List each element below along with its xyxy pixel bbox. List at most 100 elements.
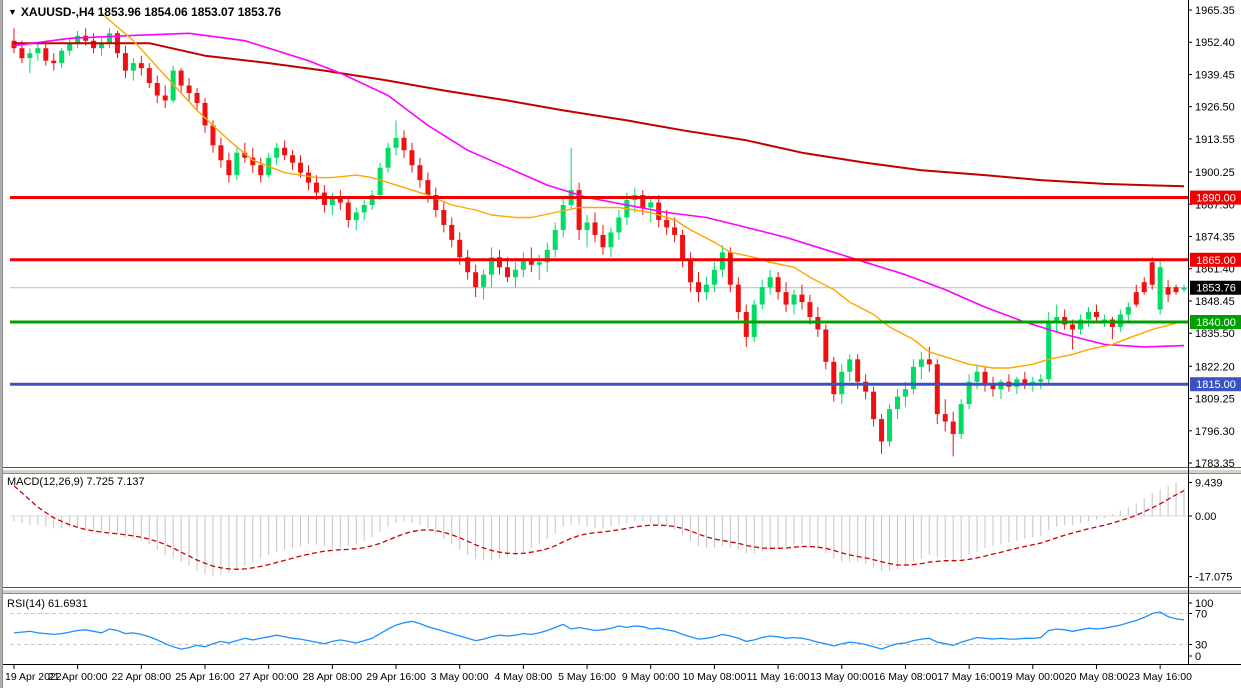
- candle-down: [409, 150, 415, 166]
- candle-up: [847, 359, 853, 372]
- macd-signal-line: [13, 485, 1185, 570]
- panel-splitter[interactable]: [2, 589, 1241, 594]
- candle-down: [807, 302, 813, 318]
- candle-down: [934, 364, 940, 415]
- candle-down: [226, 160, 232, 176]
- candle-up: [170, 70, 176, 101]
- candle-down: [11, 40, 17, 49]
- candle-up: [27, 53, 33, 59]
- time-label: 4 May 08:00: [494, 671, 552, 683]
- candle-up: [1078, 319, 1084, 330]
- candle-down: [298, 162, 304, 173]
- candle-down: [990, 384, 996, 390]
- price-tick-label: 1913.55: [1195, 134, 1235, 146]
- candle-up: [106, 33, 112, 44]
- candle-down: [576, 190, 582, 230]
- candle-down: [592, 222, 598, 235]
- candle-down: [982, 371, 988, 385]
- macd-panel-plot[interactable]: [10, 474, 1188, 588]
- candle-up: [560, 205, 566, 230]
- candle-down: [122, 53, 128, 71]
- candle-down: [91, 40, 97, 49]
- candle-down: [194, 93, 200, 103]
- candle-down: [146, 68, 152, 84]
- candle-up: [489, 257, 495, 275]
- candle-down: [1070, 324, 1076, 330]
- candle-down: [688, 259, 694, 283]
- candle-down: [441, 209, 447, 225]
- candle-down: [1133, 292, 1139, 305]
- candle-up: [481, 274, 487, 288]
- candle-down: [735, 284, 741, 313]
- candle-down: [640, 195, 646, 208]
- candle-down: [855, 359, 861, 382]
- candle-down: [672, 227, 678, 235]
- candle-up: [703, 284, 709, 293]
- candle-up: [369, 195, 375, 206]
- candle-up: [329, 197, 335, 206]
- candle-down: [528, 259, 534, 265]
- candle-up: [1125, 307, 1131, 315]
- candle-down: [831, 361, 837, 395]
- macd-indicator-label: MACD(12,26,9) 7.725 7.137: [7, 476, 145, 488]
- candle-down: [664, 219, 670, 228]
- candle-up: [130, 63, 136, 71]
- price-tick-label: 1835.50: [1195, 328, 1235, 340]
- candle-down: [162, 95, 168, 101]
- candle-down: [942, 414, 948, 422]
- panel-splitter[interactable]: [2, 469, 1241, 474]
- candle-up: [1046, 321, 1052, 380]
- candle-down: [305, 172, 311, 183]
- current-price-tag: [1190, 280, 1241, 295]
- candle-up: [377, 167, 383, 196]
- candle-up: [393, 137, 399, 148]
- candle-down: [600, 234, 606, 248]
- price-tag-1840.00-text: 1840.00: [1196, 317, 1236, 329]
- candle-up: [520, 259, 526, 270]
- time-label: 3 May 00:00: [431, 671, 489, 683]
- candle-down: [186, 85, 192, 94]
- main-chart-plot[interactable]: [10, 2, 1188, 467]
- candle-up: [918, 359, 924, 367]
- time-label: 16 May 08:00: [874, 671, 938, 683]
- price-tag-1890.00: [1190, 190, 1241, 205]
- time-label: 25 Apr 16:00: [175, 671, 235, 683]
- candle-down: [138, 63, 144, 69]
- candle-up: [894, 396, 900, 410]
- candle-down: [926, 359, 932, 365]
- candle-up: [59, 50, 65, 64]
- candle-up: [1086, 312, 1092, 320]
- candle-down: [433, 195, 439, 210]
- candle-up: [759, 287, 765, 305]
- candle-up: [791, 294, 797, 305]
- candle-down: [1165, 287, 1171, 295]
- candle-down: [871, 391, 877, 420]
- symbol-dropdown-icon[interactable]: ▼: [8, 7, 17, 17]
- candle-up: [902, 389, 908, 397]
- candle-up: [711, 269, 717, 285]
- candle-up: [958, 404, 964, 435]
- macd-tick-label: 0.00: [1195, 511, 1216, 523]
- candle-up: [35, 48, 41, 54]
- candle-up: [910, 366, 916, 390]
- time-label: 10 May 08:00: [683, 671, 747, 683]
- candle-down: [680, 234, 686, 260]
- candle-up: [67, 43, 73, 51]
- rsi-tick-label: 0: [1195, 651, 1201, 663]
- price-tick-label: 1874.35: [1195, 232, 1235, 244]
- candle-up: [584, 222, 590, 230]
- time-label: 9 May 00:00: [622, 671, 680, 683]
- price-tick-label: 1965.35: [1195, 5, 1235, 17]
- price-tag-1815.00: [1190, 377, 1241, 392]
- ma-mid-magenta: [13, 32, 1185, 348]
- time-label: 28 Apr 08:00: [303, 671, 363, 683]
- candle-down: [1173, 287, 1179, 293]
- candle-down: [290, 155, 296, 163]
- price-tag-1815.00-text: 1815.00: [1196, 379, 1236, 391]
- price-tag-1865.00: [1190, 252, 1241, 267]
- rsi-tick-label: 30: [1195, 640, 1207, 652]
- candle-up: [974, 371, 980, 382]
- candle-down: [202, 102, 208, 126]
